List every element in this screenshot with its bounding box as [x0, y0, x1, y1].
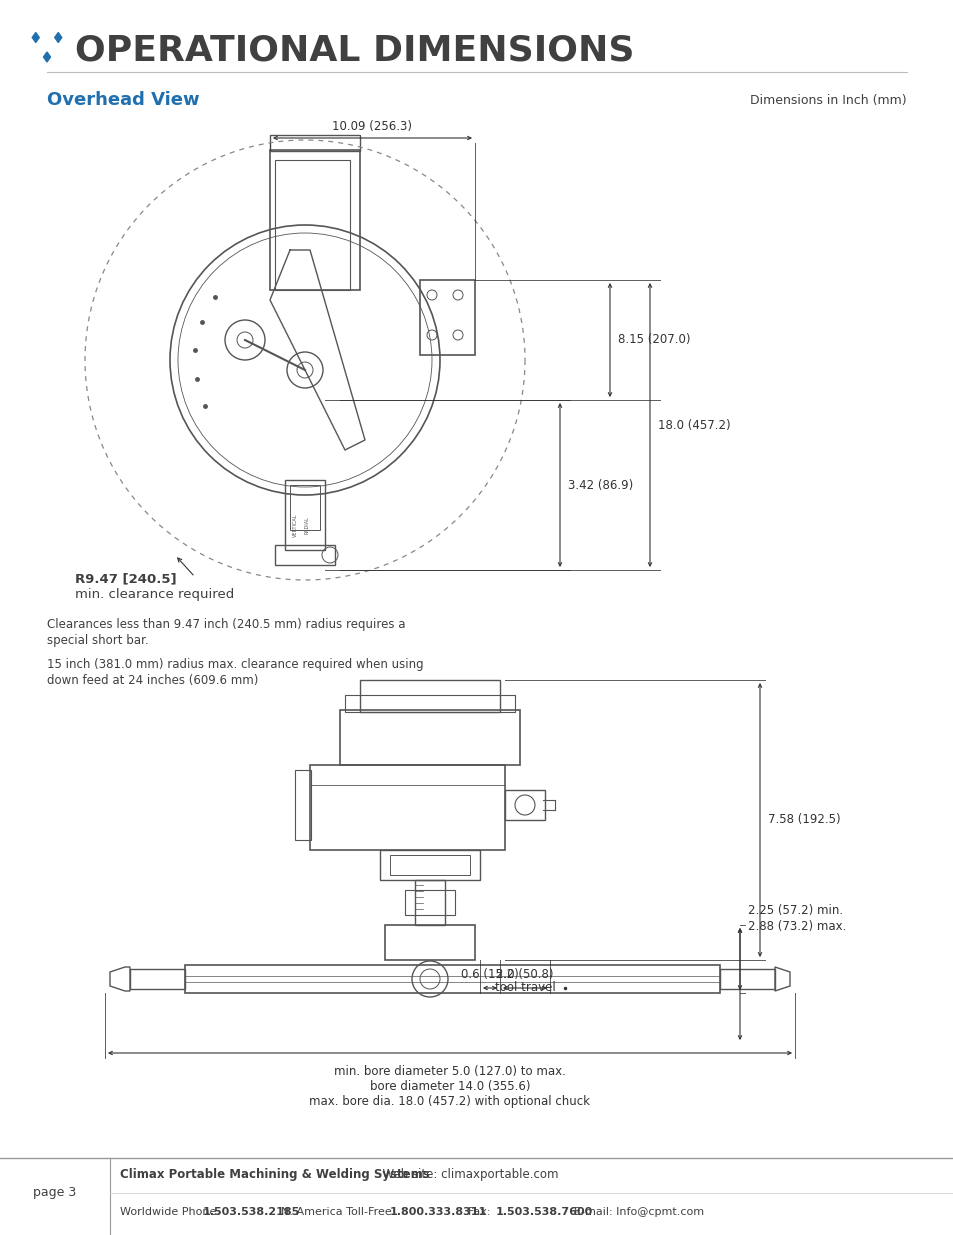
Bar [385, 925, 475, 960]
Text: Overhead View: Overhead View [47, 91, 199, 109]
Bar [290, 485, 319, 530]
Text: Dimensions in Inch (mm): Dimensions in Inch (mm) [750, 94, 906, 106]
Bar [270, 135, 359, 151]
Text: 1.503.538.7600: 1.503.538.7600 [495, 1207, 592, 1216]
Text: max. bore dia. 18.0 (457.2) with optional chuck: max. bore dia. 18.0 (457.2) with optiona… [309, 1095, 590, 1108]
Text: 15 inch (381.0 mm) radius max. clearance required when using: 15 inch (381.0 mm) radius max. clearance… [47, 658, 423, 671]
Text: 3.42 (86.9): 3.42 (86.9) [567, 478, 633, 492]
Bar [405, 890, 455, 915]
Text: special short bar.: special short bar. [47, 634, 149, 647]
Bar [379, 850, 479, 881]
Bar [504, 790, 544, 820]
Text: min. clearance required: min. clearance required [75, 588, 234, 601]
Text: 7.58 (192.5): 7.58 (192.5) [767, 814, 840, 826]
Bar [415, 881, 444, 925]
Text: tool travel: tool travel [494, 981, 555, 994]
Text: 0.6 (15.2): 0.6 (15.2) [460, 968, 518, 981]
Bar [285, 480, 325, 550]
Text: Clearances less than 9.47 inch (240.5 mm) radius requires a: Clearances less than 9.47 inch (240.5 mm… [47, 618, 405, 631]
Text: Climax Portable Machining & Welding Systems: Climax Portable Machining & Welding Syst… [120, 1168, 429, 1182]
Bar [419, 280, 475, 354]
Bar [345, 695, 515, 713]
Text: 2.25 (57.2) min.: 2.25 (57.2) min. [747, 904, 842, 918]
Text: Worldwide Phone:: Worldwide Phone: [120, 1207, 223, 1216]
Text: E-mail: Info@cpmt.com: E-mail: Info@cpmt.com [566, 1207, 703, 1216]
Text: 2.88 (73.2) max.: 2.88 (73.2) max. [747, 920, 845, 932]
Bar [720, 969, 774, 989]
Text: down feed at 24 inches (609.6 mm): down feed at 24 inches (609.6 mm) [47, 674, 258, 687]
Text: 1.800.333.8311: 1.800.333.8311 [390, 1207, 487, 1216]
Bar [185, 965, 720, 993]
Text: RADIAL: RADIAL [304, 516, 309, 534]
Polygon shape [54, 32, 62, 42]
Text: 2.0 (50.8): 2.0 (50.8) [496, 968, 553, 981]
Bar [359, 680, 499, 713]
Bar [270, 149, 359, 290]
Bar [274, 161, 350, 290]
Text: min. bore diameter 5.0 (127.0) to max.: min. bore diameter 5.0 (127.0) to max. [334, 1065, 565, 1078]
Text: 10.09 (256.3): 10.09 (256.3) [333, 120, 412, 133]
Bar [339, 710, 519, 764]
Bar [310, 764, 504, 850]
Bar [390, 855, 470, 876]
Text: page 3: page 3 [33, 1187, 76, 1199]
Text: 18.0 (457.2): 18.0 (457.2) [658, 419, 730, 431]
Bar [130, 969, 185, 989]
Text: N. America Toll-Free:: N. America Toll-Free: [274, 1207, 398, 1216]
Bar [294, 769, 311, 840]
Text: OPERATIONAL DIMENSIONS: OPERATIONAL DIMENSIONS [75, 33, 634, 67]
Text: R9.47 [240.5]: R9.47 [240.5] [75, 572, 176, 585]
Text: 8.15 (207.0): 8.15 (207.0) [618, 333, 690, 347]
Text: Web site: climaxportable.com: Web site: climaxportable.com [375, 1168, 558, 1182]
Polygon shape [32, 32, 39, 42]
Bar [274, 545, 335, 564]
Polygon shape [44, 52, 51, 62]
Text: Fax:: Fax: [461, 1207, 494, 1216]
Text: VERTICAL: VERTICAL [293, 514, 297, 537]
Text: bore diameter 14.0 (355.6): bore diameter 14.0 (355.6) [370, 1079, 530, 1093]
Text: 1.503.538.2185: 1.503.538.2185 [202, 1207, 299, 1216]
